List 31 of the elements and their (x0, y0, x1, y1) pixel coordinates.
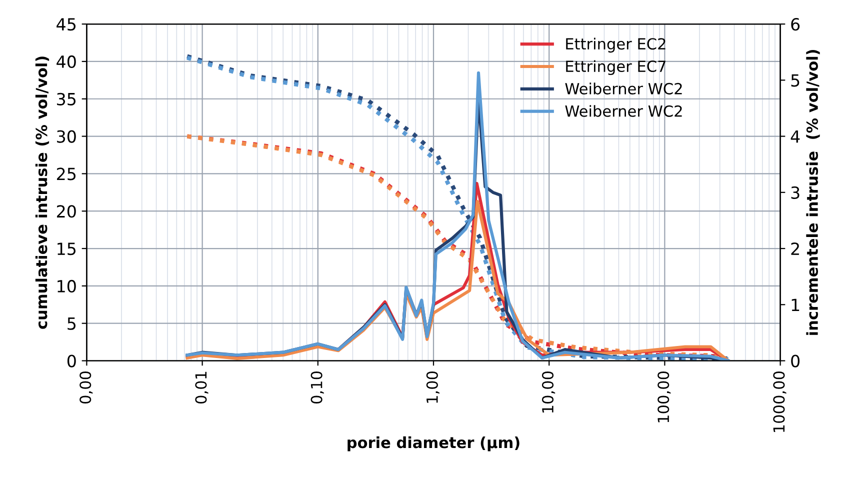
legend-label: Weiberner WC2 (565, 105, 682, 117)
y-tick-label: 0 (67, 354, 76, 368)
y-axis-title: cumulatieve intrusie (% vol/vol) (35, 56, 50, 329)
y-tick-label: 40 (56, 55, 76, 68)
x-tick-label: 0,01 (195, 372, 208, 404)
y-tick-label: 25 (56, 168, 76, 180)
y2-tick-label: 2 (791, 242, 799, 255)
y2-tick-label: 4 (790, 130, 800, 143)
x-tick-label: 100,00 (658, 371, 671, 422)
y2-tick-label: 0 (791, 354, 800, 368)
legend-label: Ettringer EC2 (566, 38, 666, 53)
y2-tick-label: 6 (791, 18, 800, 31)
y-tick-label: 35 (57, 92, 76, 106)
y-tick-label: 5 (68, 318, 76, 330)
y-tick-label: 30 (57, 130, 76, 143)
legend-label: Weiberner WC2 (565, 82, 682, 94)
y2-tick-label: 1 (792, 298, 800, 311)
x-tick-label: 10,00 (542, 371, 556, 413)
x-tick-label: 0,10 (310, 371, 324, 404)
y-tick-label: 20 (56, 205, 76, 218)
x-tick-label: 1,00 (426, 371, 440, 403)
x-tick-label: 0,00 (80, 371, 93, 404)
y2-axis-title: incrementele intrusie (% vol/vol) (806, 50, 820, 335)
y-tick-label: 15 (58, 242, 76, 256)
legend-label: Ettringer EC7 (566, 60, 666, 76)
y2-tick-label: 3 (791, 186, 800, 199)
x-tick-label: 1000,00 (773, 371, 786, 432)
x-axis-title: porie diameter (µm) (348, 436, 520, 452)
y-tick-label: 10 (58, 280, 76, 292)
y2-tick-label: 5 (791, 74, 800, 87)
y-tick-label: 45 (56, 18, 76, 31)
